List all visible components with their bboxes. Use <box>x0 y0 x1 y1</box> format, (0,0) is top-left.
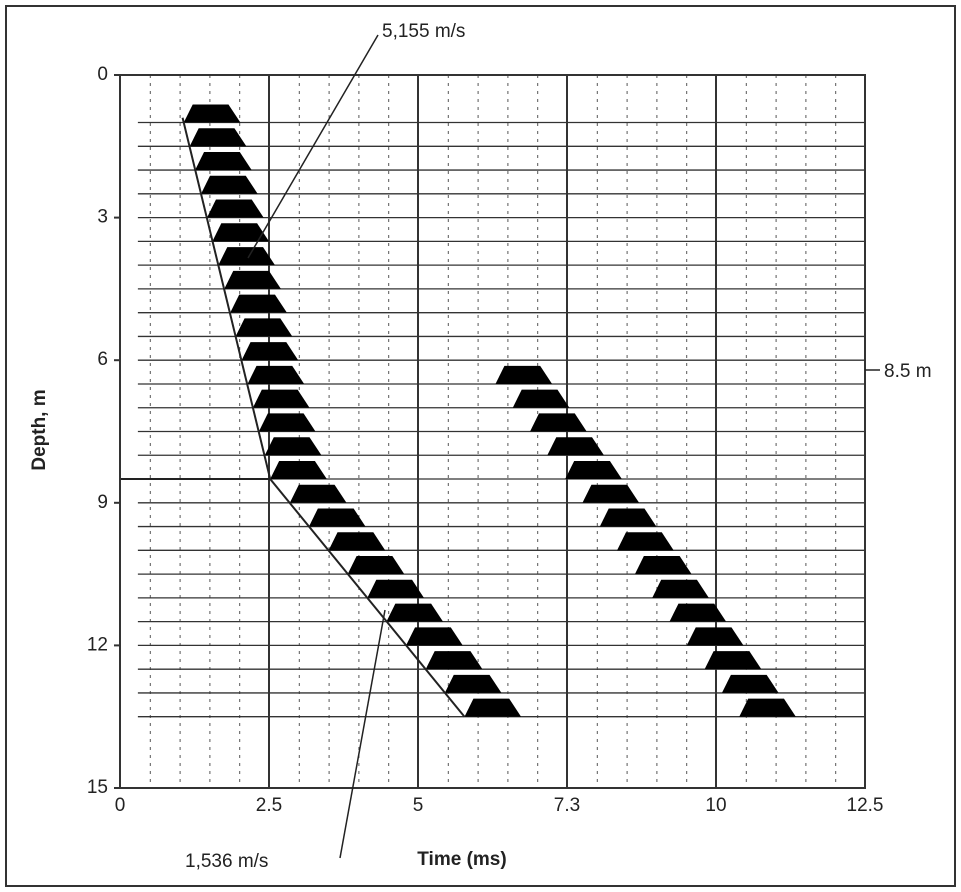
wavelet <box>565 460 622 480</box>
wavelet <box>247 365 305 384</box>
wavelet <box>547 437 604 456</box>
x-tick-label: 0 <box>115 795 126 816</box>
y-tick-label: 0 <box>97 64 108 85</box>
wavelet <box>189 128 247 147</box>
frame <box>5 5 956 887</box>
x-tick-label: 10 <box>705 795 726 816</box>
y-tick-label: 3 <box>97 207 108 228</box>
wavelet <box>582 484 640 503</box>
wavelet <box>224 270 281 289</box>
wavelet <box>721 674 779 693</box>
wavelet <box>241 342 299 361</box>
wavelet <box>367 579 424 598</box>
leader-line <box>339 609 386 859</box>
leader-line <box>247 34 379 259</box>
wavelet <box>739 698 796 717</box>
wavelet <box>230 294 287 313</box>
wavelet <box>704 651 762 670</box>
x-tick-label: 2.5 <box>256 795 282 816</box>
wavelet <box>425 651 483 670</box>
x-axis-label: Time (ms) <box>417 849 506 870</box>
y-tick-label: 9 <box>97 492 108 513</box>
annotation: 8.5 m <box>884 361 932 382</box>
wavelet <box>212 223 269 242</box>
wavelet <box>252 389 310 408</box>
wavelet <box>617 532 674 551</box>
y-tick-label: 6 <box>97 349 108 370</box>
wavelet <box>652 579 709 598</box>
plot-border <box>119 74 866 789</box>
y-axis-label: Depth, m <box>29 389 50 470</box>
wavelet <box>183 104 241 123</box>
wavelet <box>218 247 275 266</box>
wavelet <box>599 508 657 527</box>
wavelet <box>328 532 386 551</box>
annotation: 5,155 m/s <box>382 21 465 42</box>
x-tick-label: 7.3 <box>554 795 580 816</box>
wavelet <box>464 698 522 717</box>
wavelet <box>347 556 405 575</box>
wavelet <box>270 460 327 480</box>
x-tick-label: 5 <box>413 795 424 816</box>
y-tick-label: 12 <box>87 634 108 655</box>
wavelet <box>264 437 322 456</box>
wavelet <box>258 413 316 432</box>
wavelet <box>530 413 587 432</box>
annotation: 1,536 m/s <box>185 851 268 872</box>
wavelet <box>289 484 347 503</box>
wavelet <box>406 627 463 646</box>
wavelet <box>308 508 366 527</box>
wavelet <box>201 175 258 194</box>
wavelet <box>444 674 502 693</box>
wavelet <box>512 389 570 408</box>
wavelet <box>495 365 553 384</box>
y-tick-label: 15 <box>87 777 108 798</box>
wavelet <box>195 152 252 171</box>
wavelet <box>207 199 264 218</box>
wavelet <box>235 318 293 337</box>
wavelet <box>386 603 444 622</box>
x-tick-label: 12.5 <box>847 795 884 816</box>
wavelet <box>686 627 744 646</box>
wavelet <box>669 603 727 622</box>
wavelet <box>634 556 692 575</box>
